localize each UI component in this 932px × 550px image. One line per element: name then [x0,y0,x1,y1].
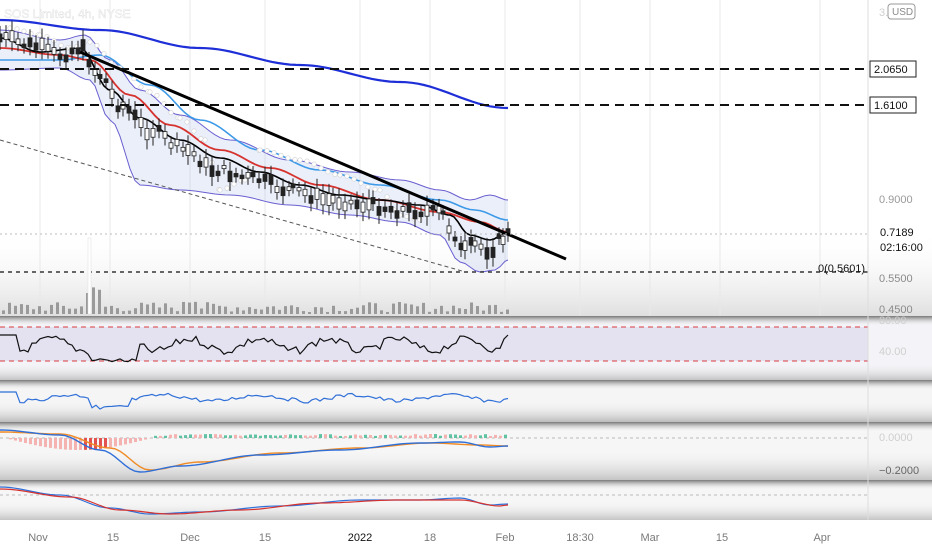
macd-line [0,429,509,473]
oscillator-line [0,391,509,410]
stochastic-d-line [0,488,509,515]
symbol-title: SOS Limited, 4h, NYSE [4,7,131,21]
currency-label: USD [892,7,913,18]
time-label-3: 15 [259,532,271,544]
price-tick-0900: 0.9000 [879,194,913,206]
last-price-label: 0.7189 [880,227,914,239]
time-label-0: Nov [28,532,48,544]
price-tag-2065 [869,60,917,78]
price-tick-0450: 0.4500 [879,304,913,316]
time-label-10: Apr [813,532,830,544]
time-label-5: 18 [424,532,436,544]
time-axis[interactable] [0,520,932,550]
time-label-9: 15 [716,532,728,544]
rsi-lower-label: 40.00 [879,346,907,358]
bar-countdown: 02:16:00 [880,242,923,254]
time-axis-labels: Nov 15 Dec 15 2022 18 Feb 18:30 Mar 15 Apr [28,532,831,544]
macd-lower-label: −0.2000 [879,465,919,477]
resistance-trendline[interactable] [79,50,567,261]
fib-level-label: 0(0.5601) [818,263,865,275]
bollinger-upper-line [0,29,509,201]
time-label-4: 2022 [348,532,372,544]
currency-badge[interactable] [887,3,916,20]
price-tick-0550: 0.5500 [879,273,913,285]
rsi-upper-label: 80.00 [879,315,907,327]
price-tag-1610-label: 1.6100 [874,100,908,112]
time-label-7: 18:30 [566,532,594,544]
time-label-8: Mar [641,532,660,544]
volume-bars [2,237,509,315]
support-trendline[interactable] [0,139,463,272]
time-label-6: Feb [496,532,515,544]
bollinger-lower-line [0,67,509,273]
price-tag-1610 [869,96,917,114]
price-tag-2065-label: 2.0650 [874,64,908,76]
candlesticks [0,21,511,269]
rsi-line [0,334,509,363]
time-label-2: Dec [180,532,200,544]
macd-upper-label: 0.0000 [879,432,913,444]
time-label-1: 15 [107,532,119,544]
ma-200-line [0,18,509,110]
